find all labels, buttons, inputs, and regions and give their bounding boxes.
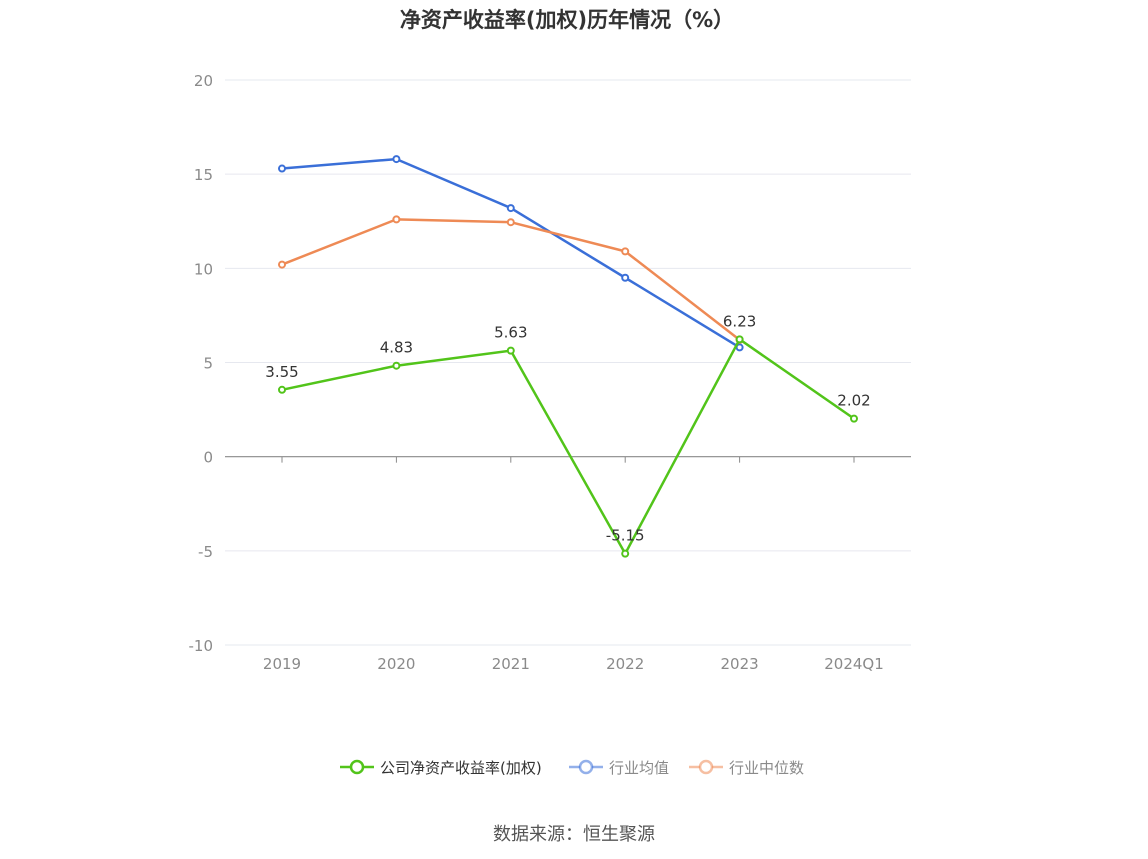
data-point xyxy=(278,164,286,173)
data-point xyxy=(850,414,858,423)
legend-label: 公司净资产收益率(加权) xyxy=(380,759,542,777)
y-tick-label: 0 xyxy=(203,449,213,467)
x-tick-label: 2023 xyxy=(721,655,759,673)
data-label: 2.02 xyxy=(837,392,870,410)
x-tick-label: 2020 xyxy=(377,655,415,673)
data-point xyxy=(392,215,401,224)
y-tick-label: 15 xyxy=(194,166,213,184)
y-tick-label: 10 xyxy=(194,260,213,278)
legend-marker xyxy=(578,759,594,775)
y-tick-label: -10 xyxy=(189,637,214,655)
legend-label: 行业均值 xyxy=(609,759,669,777)
data-point xyxy=(621,247,630,256)
x-axis: 2019 2020 2021 2022 2023 2024Q1 xyxy=(225,456,911,673)
data-point xyxy=(621,273,630,282)
y-tick-label: -5 xyxy=(198,543,213,561)
series-line xyxy=(281,338,855,555)
legend-marker xyxy=(698,759,714,775)
grid-lines xyxy=(225,79,911,646)
legend-item: 行业均值 xyxy=(569,759,669,777)
data-point xyxy=(506,204,515,213)
series-line xyxy=(281,218,741,341)
x-tick-label: 2021 xyxy=(492,655,530,673)
y-tick-label: 20 xyxy=(194,72,213,90)
legend: 公司净资产收益率(加权) 行业均值 行业中位数 xyxy=(340,759,804,777)
data-point xyxy=(506,218,515,227)
x-tick-label: 2019 xyxy=(263,655,301,673)
y-axis-ticks: 20 15 10 5 0 -5 -10 xyxy=(189,72,214,655)
data-source: 数据来源：恒生聚源 xyxy=(493,824,655,845)
data-label: 3.55 xyxy=(265,363,298,381)
series-line xyxy=(281,157,741,349)
legend-label: 行业中位数 xyxy=(729,759,804,777)
data-point xyxy=(278,260,286,269)
x-tick-label: 2024Q1 xyxy=(824,655,884,673)
data-point xyxy=(621,549,630,558)
legend-item: 公司净资产收益率(加权) xyxy=(340,759,542,777)
data-point xyxy=(392,361,401,370)
data-label: 5.63 xyxy=(494,324,527,342)
legend-item: 行业中位数 xyxy=(689,759,804,777)
data-label: 4.83 xyxy=(380,339,413,357)
series-lines xyxy=(278,155,858,558)
x-tick-label: 2022 xyxy=(606,655,644,673)
data-label: 6.23 xyxy=(723,312,756,330)
data-labels: 3.55 4.83 5.63 -5.15 6.23 2.02 xyxy=(265,312,870,544)
chart-title: 净资产收益率(加权)历年情况（%） xyxy=(399,8,735,32)
data-point xyxy=(278,385,286,394)
legend-marker xyxy=(349,759,365,775)
data-point xyxy=(735,335,744,344)
data-point xyxy=(506,346,515,355)
data-point xyxy=(392,155,401,164)
data-label: -5.15 xyxy=(606,527,645,545)
y-tick-label: 5 xyxy=(203,355,213,373)
